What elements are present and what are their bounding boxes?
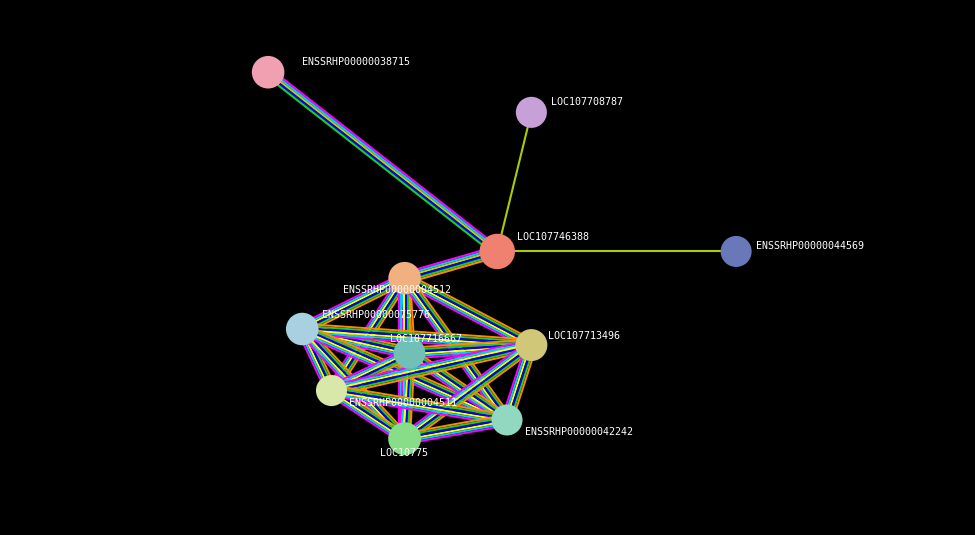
Point: [728, 247, 744, 256]
Text: ENSSRHP00000044569: ENSSRHP00000044569: [756, 241, 864, 251]
Text: LOC107713496: LOC107713496: [548, 331, 620, 341]
Point: [524, 341, 539, 349]
Point: [324, 386, 339, 395]
Text: ENSSRHP00000004512: ENSSRHP00000004512: [343, 285, 451, 295]
Point: [397, 434, 412, 443]
Text: LOC107708787: LOC107708787: [551, 97, 623, 107]
Point: [489, 247, 505, 256]
Text: LOC10775: LOC10775: [380, 448, 428, 458]
Text: LOC107746388: LOC107746388: [517, 232, 589, 242]
Point: [499, 416, 515, 424]
Text: ENSSRHP00000004511: ENSSRHP00000004511: [349, 398, 457, 408]
Point: [260, 68, 276, 77]
Text: ENSSRHP00000038715: ENSSRHP00000038715: [302, 57, 410, 67]
Point: [524, 108, 539, 117]
Text: ENSSRHP00000075776: ENSSRHP00000075776: [322, 310, 430, 320]
Text: ENSSRHP00000042242: ENSSRHP00000042242: [525, 427, 633, 437]
Text: LOC107716667: LOC107716667: [390, 334, 462, 344]
Point: [402, 349, 417, 357]
Point: [294, 325, 310, 333]
Point: [397, 274, 412, 282]
